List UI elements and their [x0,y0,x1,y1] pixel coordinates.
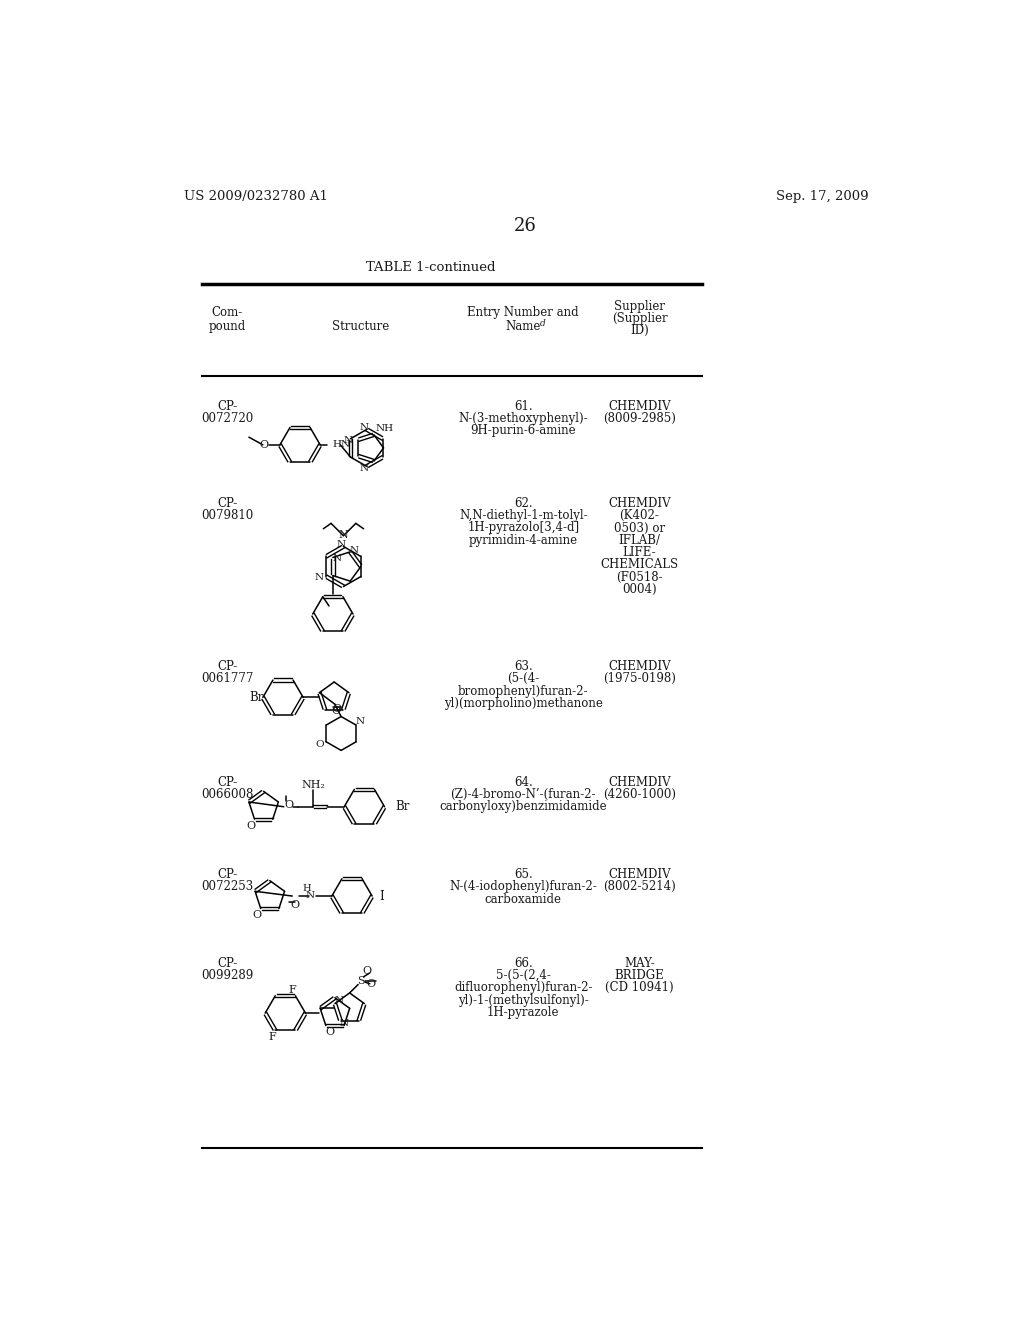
Text: LIFE-: LIFE- [623,546,656,560]
Text: CP-: CP- [217,660,238,673]
Text: Br: Br [249,690,263,704]
Text: 9H-purin-6-amine: 9H-purin-6-amine [470,425,577,437]
Text: S: S [356,975,365,986]
Text: 26: 26 [513,218,537,235]
Text: yl)(morpholino)methanone: yl)(morpholino)methanone [443,697,603,710]
Text: US 2009/0232780 A1: US 2009/0232780 A1 [183,190,328,203]
Text: CP-: CP- [217,496,238,510]
Text: ID): ID) [630,325,649,338]
Text: N: N [314,573,324,582]
Text: CP-: CP- [217,400,238,413]
Text: CHEMDIV: CHEMDIV [608,400,671,413]
Text: 62.: 62. [514,496,532,510]
Text: CHEMDIV: CHEMDIV [608,660,671,673]
Text: (8009-2985): (8009-2985) [603,412,676,425]
Text: O: O [326,1027,334,1038]
Text: (CD 10941): (CD 10941) [605,981,674,994]
Text: Structure: Structure [332,319,389,333]
Text: NH₂: NH₂ [301,780,326,791]
Text: CP-: CP- [217,869,238,880]
Text: O: O [246,821,255,832]
Text: (4260-1000): (4260-1000) [603,788,676,801]
Text: bromophenyl)furan-2-: bromophenyl)furan-2- [458,685,589,698]
Text: Supplier: Supplier [614,300,665,313]
Text: F: F [289,985,296,994]
Text: (8002-5214): (8002-5214) [603,880,676,894]
Text: difluorophenyl)furan-2-: difluorophenyl)furan-2- [454,981,593,994]
Text: (5-(4-: (5-(4- [507,672,540,685]
Text: N: N [359,465,369,473]
Text: NH: NH [376,424,393,433]
Text: N: N [344,436,353,445]
Text: Sep. 17, 2009: Sep. 17, 2009 [775,190,868,203]
Text: CHEMDIV: CHEMDIV [608,869,671,880]
Text: 0061777: 0061777 [201,672,253,685]
Text: TABLE 1-continued: TABLE 1-continued [366,261,495,275]
Text: N-(4-iodophenyl)furan-2-: N-(4-iodophenyl)furan-2- [450,880,597,894]
Text: N: N [337,540,346,549]
Text: BRIDGE: BRIDGE [614,969,665,982]
Text: 0503) or: 0503) or [614,521,665,535]
Text: O: O [362,966,372,977]
Text: d: d [541,319,546,329]
Text: F: F [268,1032,276,1041]
Text: 0072253: 0072253 [201,880,253,894]
Text: 0079810: 0079810 [201,510,253,523]
Text: N: N [332,554,341,564]
Text: (Supplier: (Supplier [611,312,668,325]
Text: (K402-: (K402- [620,510,659,523]
Text: Com-: Com- [212,306,243,319]
Text: Br: Br [395,800,410,813]
Text: O: O [331,706,340,717]
Text: N: N [334,997,343,1005]
Text: pound: pound [209,319,246,333]
Text: CHEMICALS: CHEMICALS [600,558,679,572]
Text: 65.: 65. [514,869,532,880]
Text: CHEMDIV: CHEMDIV [608,776,671,788]
Text: N: N [339,1019,348,1027]
Text: CP-: CP- [217,957,238,970]
Text: 61.: 61. [514,400,532,413]
Text: O: O [285,800,294,810]
Text: O: O [259,440,268,450]
Text: pyrimidin-4-amine: pyrimidin-4-amine [469,533,578,546]
Text: O: O [315,739,325,748]
Text: (1975-0198): (1975-0198) [603,672,676,685]
Text: N: N [339,529,348,540]
Text: CP-: CP- [217,776,238,788]
Text: N,N-diethyl-1-m-tolyl-: N,N-diethyl-1-m-tolyl- [459,510,588,523]
Text: CHEMDIV: CHEMDIV [608,496,671,510]
Text: 0072720: 0072720 [201,412,253,425]
Text: N: N [305,891,314,900]
Text: 0066008: 0066008 [201,788,253,801]
Text: O: O [333,704,342,714]
Text: 63.: 63. [514,660,532,673]
Text: O: O [252,911,261,920]
Text: 0099289: 0099289 [201,969,253,982]
Text: Name: Name [506,319,541,333]
Text: HN: HN [333,440,351,449]
Text: N: N [349,545,358,554]
Text: I: I [379,890,384,903]
Text: Entry Number and: Entry Number and [467,306,579,319]
Text: 1H-pyrazole: 1H-pyrazole [487,1006,559,1019]
Text: 66.: 66. [514,957,532,970]
Text: 5-(5-(2,4-: 5-(5-(2,4- [496,969,551,982]
Text: IFLAB/: IFLAB/ [618,533,660,546]
Text: O: O [367,979,376,990]
Text: carbonyloxy)benzimidamide: carbonyloxy)benzimidamide [439,800,607,813]
Text: O: O [290,900,299,911]
Text: 0004): 0004) [623,583,656,597]
Text: N: N [359,422,369,432]
Text: H: H [303,884,311,892]
Text: MAY-: MAY- [624,957,655,970]
Text: (Z)-4-bromo-N’-(furan-2-: (Z)-4-bromo-N’-(furan-2- [451,788,596,801]
Text: N: N [355,717,365,726]
Text: carboxamide: carboxamide [484,892,562,906]
Text: yl)-1-(methylsulfonyl)-: yl)-1-(methylsulfonyl)- [458,994,589,1007]
Text: N-(3-methoxyphenyl)-: N-(3-methoxyphenyl)- [459,412,588,425]
Text: 1H-pyrazolo[3,4-d]: 1H-pyrazolo[3,4-d] [467,521,580,535]
Text: 64.: 64. [514,776,532,788]
Text: (F0518-: (F0518- [616,570,663,583]
